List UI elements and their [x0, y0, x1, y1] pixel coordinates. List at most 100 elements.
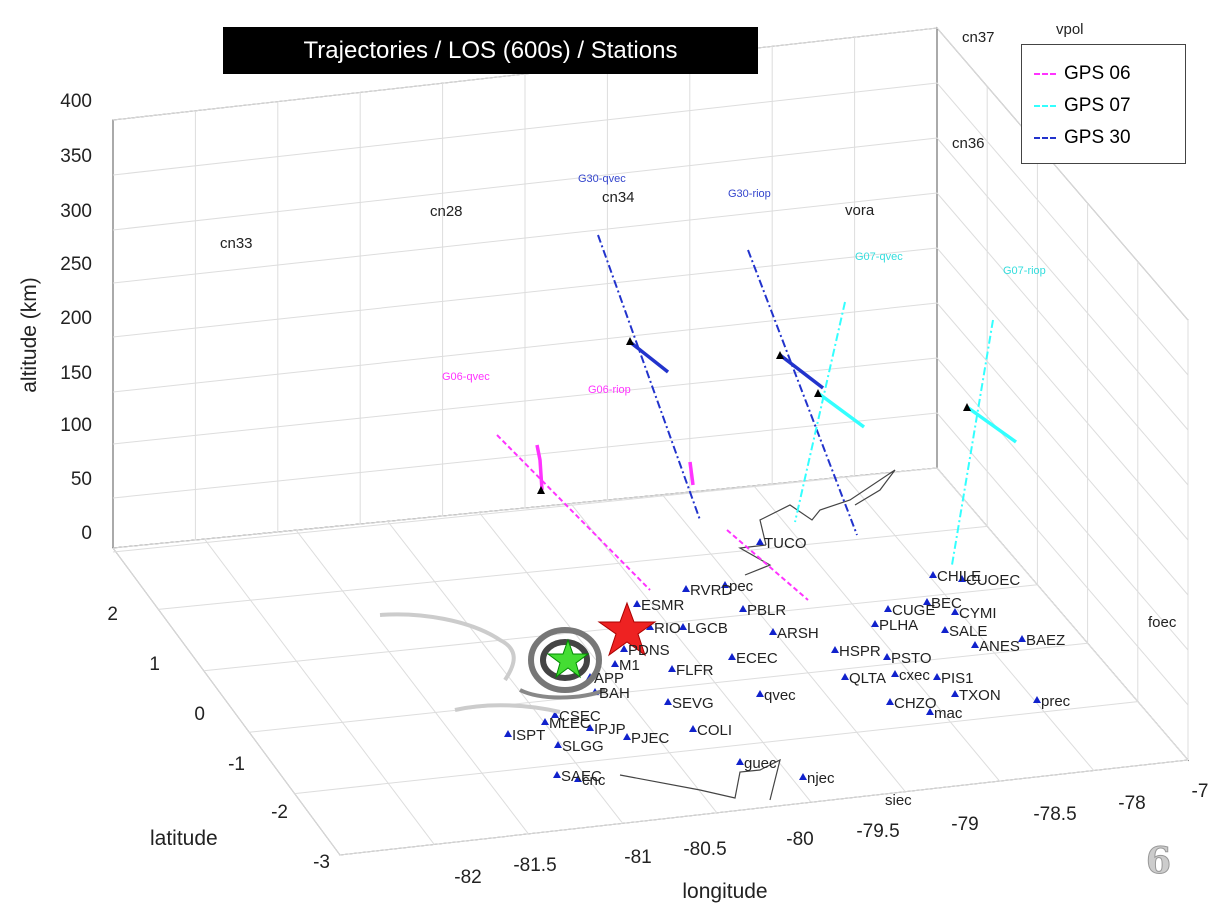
station-label: SEVG	[672, 695, 714, 712]
legend-item-gps07: GPS 07	[1034, 95, 1131, 117]
grid-line	[295, 529, 529, 835]
grid-line	[112, 547, 341, 856]
y-tick-label: -3	[313, 852, 330, 873]
grid-line	[936, 192, 1189, 486]
trajectory-label: G30-riop	[728, 188, 771, 200]
station-label: TUCO	[764, 535, 807, 552]
station-marker-icon	[721, 581, 729, 588]
y-tick-label: -1	[228, 754, 245, 775]
station-label: qvec	[764, 687, 796, 704]
x-tick-label: -78	[1118, 793, 1145, 814]
station-marker-icon	[871, 620, 879, 627]
station-label: ARSH	[777, 625, 819, 642]
x-tick-label: -81.5	[513, 855, 556, 876]
station-label: PLHA	[879, 617, 918, 634]
legend-label: GPS 06	[1064, 63, 1131, 84]
grid-line	[845, 476, 1095, 771]
legend: GPS 06 GPS 07 GPS 30	[1021, 44, 1186, 164]
station-marker-icon	[971, 641, 979, 648]
station-label: cn33	[220, 235, 253, 252]
z-tick-label: 100	[60, 415, 92, 436]
station-marker-icon	[941, 626, 949, 633]
station-marker-icon	[958, 575, 966, 582]
trajectory-segments	[535, 340, 1018, 491]
station-marker-icon	[728, 653, 736, 660]
station-marker-icon	[1018, 635, 1026, 642]
z-tick-label: 250	[60, 254, 92, 275]
station-marker-icon	[891, 670, 899, 677]
station-marker-icon	[933, 673, 941, 680]
station-label: ECEC	[736, 650, 778, 667]
station-marker-icon	[646, 623, 654, 630]
chart-title: Trajectories / LOS (600s) / Stations	[223, 27, 758, 74]
y-tick-label: 2	[107, 604, 118, 625]
station-label: SALE	[949, 623, 987, 640]
legend-label: GPS 07	[1064, 95, 1131, 116]
station-label: SAEC	[561, 768, 602, 785]
z-tick-label: 300	[60, 201, 92, 222]
station-label: PDNS	[628, 642, 670, 659]
station-label: CHILE	[937, 568, 981, 585]
station-label: LGCB	[687, 620, 728, 637]
station-label: CHZO	[894, 695, 937, 712]
station-marker-icon	[541, 718, 549, 725]
station-label: guec	[744, 755, 777, 772]
legend-swatch	[1034, 105, 1056, 107]
station-marker-icon	[756, 690, 764, 697]
station-label: QLTA	[849, 670, 886, 687]
grid-line	[294, 701, 1138, 795]
station-marker-icon	[739, 605, 747, 612]
x-tick-label: -81	[624, 847, 651, 868]
station-label: ISPT	[512, 727, 545, 744]
grid-line	[936, 467, 1189, 761]
legend-label: GPS 30	[1064, 127, 1131, 148]
station-marker-icon	[664, 698, 672, 705]
station-label: FLFR	[676, 662, 714, 679]
x-tick-label: -79	[951, 814, 978, 835]
station-marker-icon	[689, 725, 697, 732]
page-number: 6	[1145, 840, 1172, 883]
station-label: TXON	[959, 687, 1001, 704]
grid-line	[936, 412, 1189, 706]
station-marker-icon	[926, 708, 934, 715]
station-marker-icon	[769, 628, 777, 635]
grid-line	[753, 485, 1000, 782]
station-marker-icon	[633, 600, 641, 607]
boundary-line	[619, 469, 896, 801]
station-marker-icon	[883, 653, 891, 660]
station-marker-icon	[682, 585, 690, 592]
grid-line	[112, 467, 938, 553]
station-label: vpol	[1056, 21, 1084, 38]
contour-shapes	[379, 612, 606, 714]
legend-swatch	[1034, 73, 1056, 75]
station-marker-icon	[504, 730, 512, 737]
green-star-icon	[546, 638, 590, 679]
grid-line	[936, 27, 1189, 321]
station-marker-icon	[923, 598, 931, 605]
station-marker-icon	[551, 711, 559, 718]
z-tick-label: 50	[71, 469, 92, 490]
y-tick-label: -2	[271, 802, 288, 823]
station-marker-icon	[884, 605, 892, 612]
station-marker-icon	[951, 608, 959, 615]
epicenter-star-icon	[597, 601, 657, 657]
trajectory-label: G30-qvec	[578, 173, 626, 185]
z-tick-label: 0	[81, 523, 92, 544]
station-label: cn28	[430, 203, 463, 220]
station-label: IPJP	[594, 721, 626, 738]
trajectory-label: G07-qvec	[855, 251, 903, 263]
ionospheric-pierce-markers	[537, 337, 971, 494]
station-marker-icon	[679, 623, 687, 630]
grid-line	[570, 503, 812, 803]
station-label: cn36	[952, 135, 985, 152]
station-label: foec	[1148, 614, 1177, 631]
trajectory-label: G06-riop	[588, 384, 631, 396]
station-label: BAEZ	[1026, 632, 1065, 649]
z-tick-label: 150	[60, 363, 92, 384]
station-marker-icon	[929, 571, 937, 578]
station-markers	[504, 538, 1041, 782]
text-labels: longitude latitude altitude (km) G30-qvec G3…	[18, 21, 1177, 903]
trajectory-label: G06-qvec	[442, 371, 490, 383]
